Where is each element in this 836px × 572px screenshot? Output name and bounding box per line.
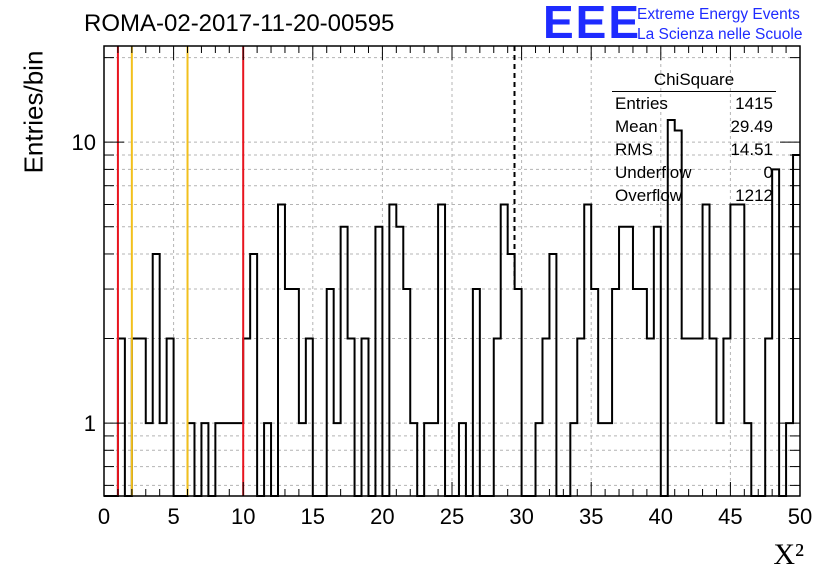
- x-tick-label: 50: [788, 504, 812, 529]
- x-tick-label: 40: [649, 504, 673, 529]
- stats-value: 14.51: [730, 140, 773, 159]
- stats-label: Mean: [615, 117, 658, 136]
- stats-value: 0: [763, 163, 773, 182]
- stats-box: ChiSquare Entries 1415 Mean 29.49 RMS 14…: [612, 70, 776, 207]
- stats-value: 29.49: [730, 117, 773, 136]
- x-tick-label: 0: [98, 504, 110, 529]
- x-tick-label: 20: [370, 504, 394, 529]
- x-tick-label: 45: [718, 504, 742, 529]
- stats-row-mean: Mean 29.49: [615, 115, 773, 138]
- y-axis-label: Entries/bin: [18, 50, 49, 174]
- logo-mark: EEE: [543, 0, 642, 48]
- stats-value: 1212: [735, 186, 773, 205]
- x-tick-label: 10: [231, 504, 255, 529]
- stats-title: ChiSquare: [612, 70, 776, 92]
- x-tick-label: 5: [167, 504, 179, 529]
- stats-label: Overflow: [615, 186, 683, 205]
- stats-row-underflow: Underflow 0: [615, 161, 773, 184]
- stats-row-overflow: Overflow 1212: [615, 184, 773, 207]
- y-tick-label: 1: [84, 411, 96, 436]
- logo-line-2: La Scienza nelle Scuole: [637, 26, 803, 43]
- stats-value: 1415: [735, 94, 773, 113]
- x-tick-label: 15: [301, 504, 325, 529]
- x-tick-label: 30: [509, 504, 533, 529]
- x-tick-label: 35: [579, 504, 603, 529]
- x-axis-label: X²: [773, 538, 804, 571]
- x-tick-label: 25: [440, 504, 464, 529]
- y-tick-label: 10: [72, 130, 96, 155]
- stats-row-entries: Entries 1415: [615, 92, 773, 115]
- stats-label: Underflow: [615, 163, 692, 182]
- stats-label: RMS: [615, 140, 653, 159]
- logo-line-1: Extreme Energy Events: [637, 6, 800, 23]
- eee-logo: EEE Extreme Energy Events La Scienza nel…: [543, 0, 836, 48]
- stats-label: Entries: [615, 94, 668, 113]
- stats-row-rms: RMS 14.51: [615, 138, 773, 161]
- run-title: ROMA-02-2017-11-20-00595: [84, 10, 395, 37]
